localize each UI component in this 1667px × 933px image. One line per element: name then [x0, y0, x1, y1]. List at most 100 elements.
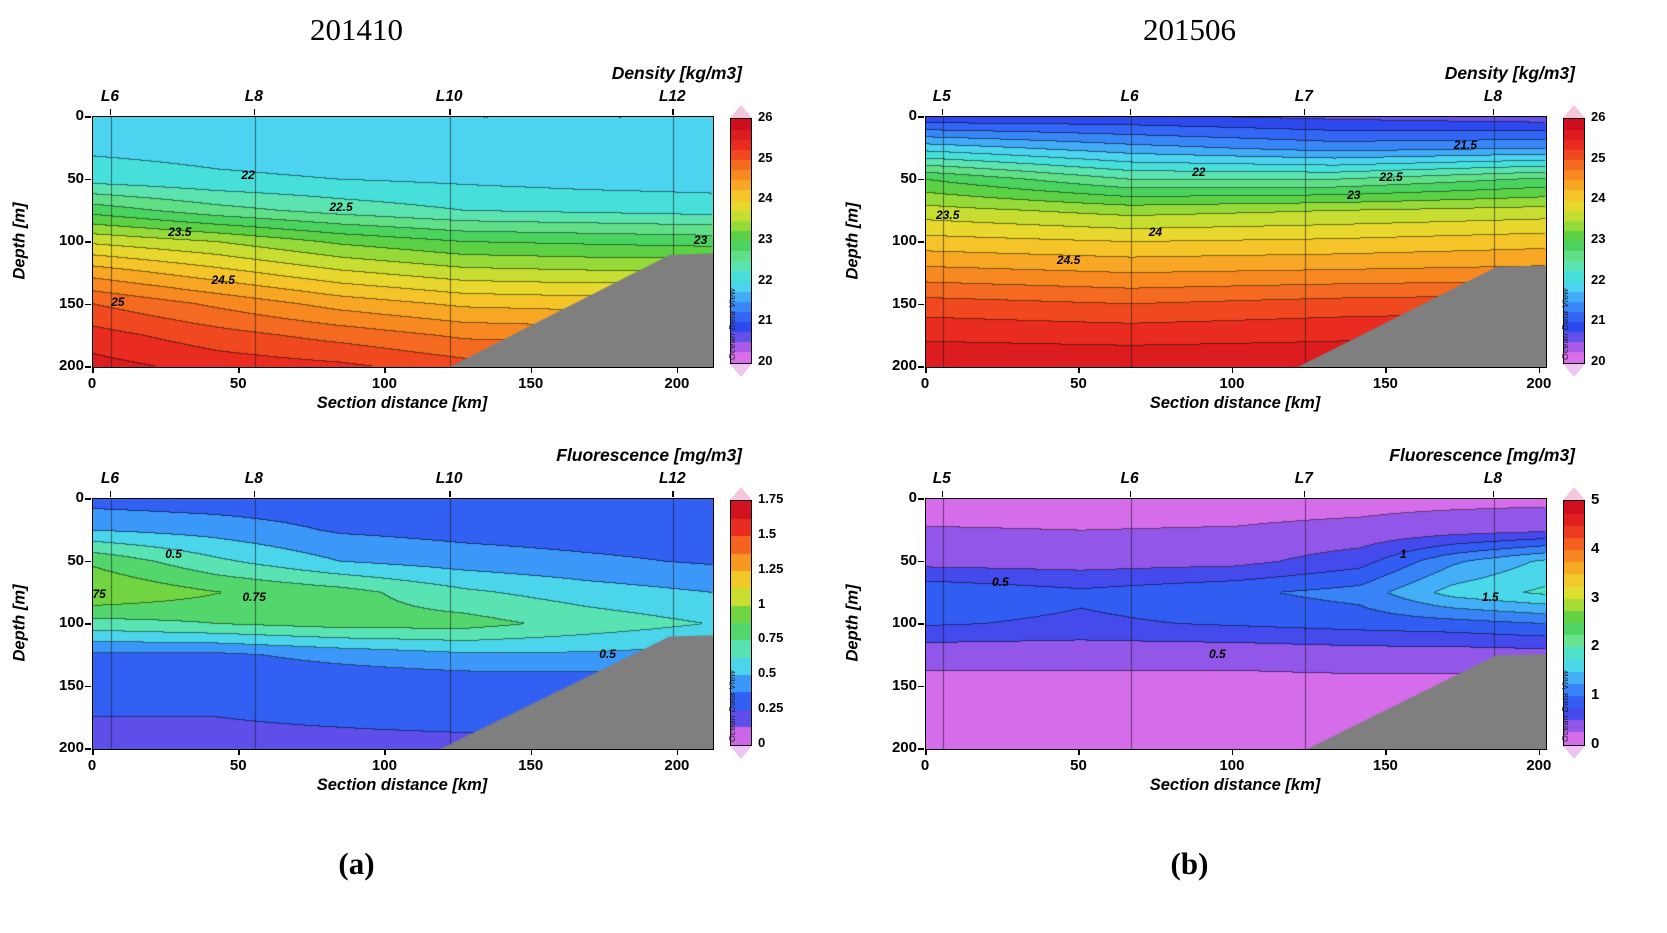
x-tick-label-0: 0	[920, 375, 930, 392]
station-label-l8: L8	[244, 470, 263, 487]
colorbar-tick-5: 5	[1591, 491, 1600, 508]
colorbar-tick-1: 1	[758, 595, 766, 611]
colorbar-tick-3: 3	[1591, 588, 1600, 606]
x-tick-0	[92, 367, 94, 373]
x-tick-label-200: 200	[664, 375, 690, 392]
colorbar-arrow-top	[730, 105, 752, 118]
station-label-l6: L6	[1120, 470, 1139, 487]
y-tick-50	[918, 560, 924, 562]
colorbar-tick-24: 24	[758, 190, 773, 206]
station-tick-l8	[1492, 491, 1495, 497]
y-tick-200	[918, 748, 924, 750]
station-tick-l8	[1492, 109, 1495, 115]
x-tick-50	[238, 367, 240, 373]
subfigure-label-b: (b)	[1170, 846, 1209, 881]
plot-area-density-201506: 21.5 22 22.5 23 23.5 24 24.5	[925, 116, 1547, 368]
x-tick-label-150: 150	[518, 757, 544, 774]
x-tick-label-150: 150	[1372, 757, 1398, 774]
y-tick-label-200: 200	[58, 739, 84, 756]
station-tick-l8	[253, 109, 256, 115]
y-tick-label-50: 50	[67, 551, 84, 569]
colorbar-arrow-bottom	[1563, 364, 1585, 377]
x-tick-label-200: 200	[1526, 375, 1552, 392]
fluorescence-201506-section-canvas	[926, 499, 1546, 749]
y-tick-label-100: 100	[891, 614, 917, 631]
station-tick-l12	[672, 109, 674, 115]
colorbar-arrow-bottom	[730, 364, 752, 377]
colorbar-tick-26: 26	[758, 109, 773, 124]
colorbar-tick-25: 25	[1591, 149, 1606, 165]
y-tick-label-150: 150	[891, 676, 917, 694]
station-label-l6: L6	[100, 88, 120, 105]
odv-watermark: Ocean Data View	[1560, 288, 1570, 360]
colorbar-tick-20: 20	[758, 353, 773, 368]
y-tick-label-0: 0	[75, 107, 84, 124]
y-tick-200	[85, 366, 91, 368]
station-label-l5: L5	[932, 470, 951, 487]
x-tick-200	[1538, 367, 1541, 373]
x-tick-label-50: 50	[229, 757, 247, 774]
x-tick-label-200: 200	[1526, 757, 1552, 774]
colorbar-tick-1.75: 1.75	[758, 491, 784, 506]
y-tick-label-200: 200	[891, 739, 917, 756]
x-axis-label-fluorescence-201410: Section distance [km]	[316, 776, 488, 794]
station-tick-l5	[941, 491, 944, 497]
plot-area-fluorescence-201506: 0.5 1 1.5 0.5	[925, 498, 1547, 750]
y-tick-label-200: 200	[58, 357, 84, 374]
x-tick-100	[384, 367, 386, 373]
x-tick-label-150: 150	[518, 375, 544, 392]
subfigure-label-a: (a)	[338, 846, 375, 881]
x-tick-label-0: 0	[87, 375, 97, 392]
station-tick-l10	[449, 109, 451, 115]
station-label-l8: L8	[1483, 88, 1502, 105]
x-tick-label-100: 100	[1219, 757, 1245, 774]
y-tick-label-150: 150	[58, 676, 84, 694]
panel-fluorescence-201410: Fluorescence [mg/m3] L6 L8 L10 L12 0.5 75 0.75 0…	[0, 442, 833, 824]
colorbar-tick-0.5: 0.5	[758, 665, 777, 681]
y-tick-label-200: 200	[891, 357, 917, 374]
y-tick-100	[85, 623, 91, 625]
x-tick-label-150: 150	[1372, 375, 1398, 392]
panel-title-fluorescence-201506: Fluorescence [mg/m3]	[1389, 445, 1575, 465]
colorbar-arrow-top	[1563, 487, 1585, 500]
colorbar-arrow-bottom	[1563, 746, 1585, 759]
y-axis-label-fluorescence-201506: Depth [m]	[843, 584, 862, 662]
station-label-l5: L5	[932, 88, 951, 105]
column-title-201410: 201410	[310, 12, 403, 47]
panel-title-density-201410: Density [kg/m3]	[611, 63, 742, 83]
colorbar-tick-0.75: 0.75	[758, 630, 784, 646]
station-tick-l6	[109, 491, 112, 497]
x-tick-label-50: 50	[229, 375, 247, 392]
column-titles-row: 201410 201506	[0, 0, 1667, 60]
y-tick-200	[918, 366, 924, 368]
colorbar-density-201506	[1563, 118, 1585, 364]
colorbar-tick-4: 4	[1591, 539, 1600, 557]
colorbar-tick-1.5: 1.5	[758, 525, 777, 541]
x-tick-label-100: 100	[371, 375, 397, 392]
station-tick-l10	[449, 491, 451, 497]
station-tick-l5	[941, 109, 944, 115]
y-tick-200	[85, 748, 91, 750]
x-tick-label-50: 50	[1070, 375, 1087, 392]
colorbar-tick-23: 23	[1591, 231, 1606, 246]
station-label-l12: L12	[658, 470, 686, 487]
x-tick-50	[1078, 367, 1080, 373]
density-201410-section-canvas	[93, 117, 713, 367]
x-tick-label-0: 0	[920, 757, 930, 774]
x-axis-label-density-201506: Section distance [km]	[1149, 394, 1321, 412]
station-tick-l12	[672, 491, 674, 497]
station-label-l10: L10	[435, 88, 463, 105]
colorbar-tick-1.25: 1.25	[758, 560, 784, 576]
panel-density-201506: Density [kg/m3] L5 L6 L7 L8 21.5 22 22.5 23 23.5 2…	[833, 60, 1666, 442]
y-tick-50	[85, 178, 91, 180]
fluorescence-201410-section-canvas	[93, 499, 713, 749]
colorbar-density-201410	[730, 118, 752, 364]
y-tick-100	[918, 623, 924, 625]
x-tick-0	[925, 749, 927, 755]
y-tick-label-50: 50	[67, 169, 84, 187]
panel-density-201410: Density [kg/m3] L6 L8 L10 L12 22 22.5 23.5 23 24.…	[0, 60, 833, 442]
y-tick-label-50: 50	[900, 169, 917, 187]
y-tick-50	[85, 560, 91, 562]
y-tick-label-100: 100	[58, 232, 84, 249]
